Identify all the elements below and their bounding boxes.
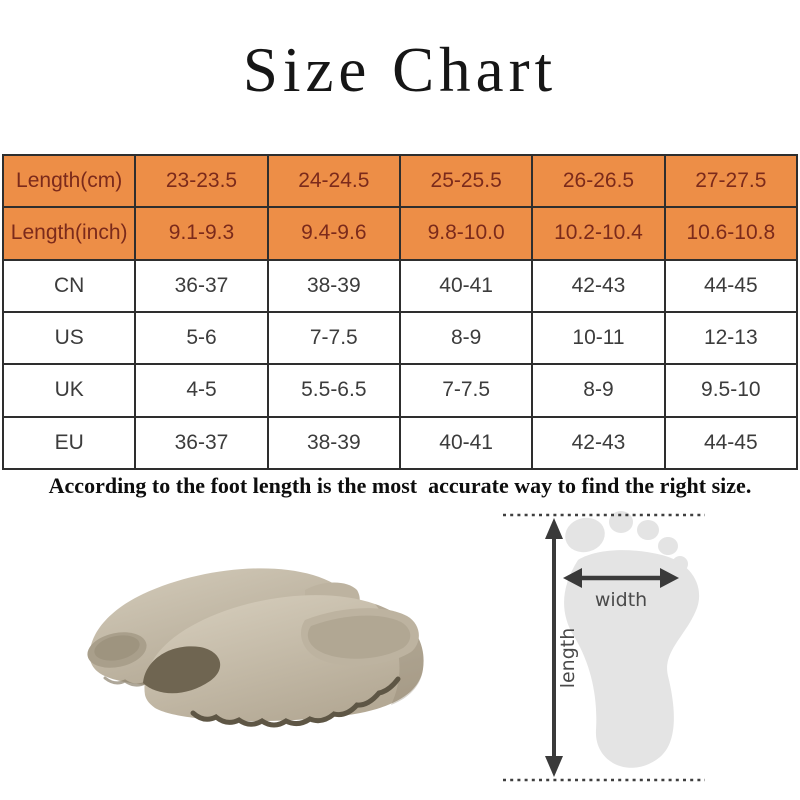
foot-measure-diagram: width length [503,511,705,782]
size-cell: 40-41 [398,415,534,471]
size-cell: 36-37 [134,258,269,313]
size-cell: 27-27.5 [663,153,799,209]
size-cell: 38-39 [266,415,401,471]
size-cell: 12-13 [663,310,799,366]
size-cell: 40-41 [398,258,534,313]
size-cell: 9.5-10 [663,363,799,418]
page-title: Size Chart [242,35,558,105]
row-label: Length(inch) [1,206,137,261]
size-cell: 7-7.5 [266,310,401,366]
table-row: UK 4-5 5.5-6.5 7-7.5 8-9 9.5-10 [1,363,799,418]
size-cell: 44-45 [663,415,799,471]
row-label: UK [1,363,137,418]
size-cell: 7-7.5 [398,363,534,418]
foot-outline [564,511,700,768]
table-row: EU 36-37 38-39 40-41 42-43 44-45 [1,415,799,471]
row-label: CN [1,258,137,313]
width-label: width [595,589,647,611]
size-cell: 4-5 [134,363,269,418]
size-cell: 24-24.5 [266,153,401,209]
size-cell: 23-23.5 [134,153,269,209]
length-arrow-icon [545,518,563,777]
table-row: US 5-6 7-7.5 8-9 10-11 12-13 [1,310,799,366]
front-slipper [143,595,424,728]
size-cell: 8-9 [531,363,666,418]
slippers-photo [87,568,424,728]
length-label: length [557,628,579,689]
table-row: CN 36-37 38-39 40-41 42-43 44-45 [1,258,799,313]
size-cell: 10.2-10.4 [531,206,666,261]
size-cell: 8-9 [398,310,534,366]
table-row: Length(inch) 9.1-9.3 9.4-9.6 9.8-10.0 10… [1,206,799,261]
size-cell: 26-26.5 [531,153,666,209]
size-cell: 44-45 [663,258,799,313]
size-cell: 9.8-10.0 [398,206,534,261]
size-cell: 10.6-10.8 [663,206,799,261]
size-cell: 10-11 [531,310,666,366]
size-cell: 5.5-6.5 [266,363,401,418]
sizing-note: According to the foot length is the most… [48,473,752,498]
row-label: Length(cm) [1,153,137,209]
size-cell: 38-39 [266,258,401,313]
table-row: Length(cm) 23-23.5 24-24.5 25-25.5 26-26… [1,153,799,209]
size-cell: 42-43 [531,258,666,313]
width-arrow-icon [563,568,679,588]
size-cell: 9.1-9.3 [134,206,269,261]
size-table: Length(cm) 23-23.5 24-24.5 25-25.5 26-26… [1,153,799,471]
size-cell: 42-43 [531,415,666,471]
size-cell: 9.4-9.6 [266,206,401,261]
row-label: US [1,310,137,366]
measure-dotted-lines [503,513,705,782]
size-cell: 5-6 [134,310,269,366]
size-cell: 36-37 [134,415,269,471]
size-cell: 25-25.5 [398,153,534,209]
row-label: EU [1,415,137,471]
